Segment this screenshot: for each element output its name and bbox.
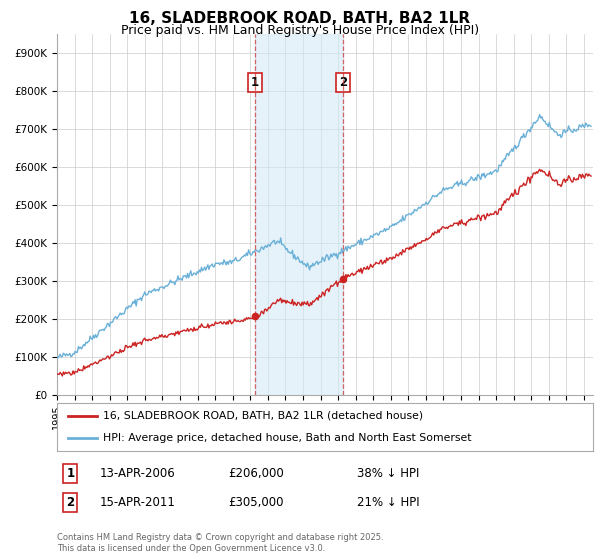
Text: 1: 1 [251,76,259,89]
Text: Contains HM Land Registry data © Crown copyright and database right 2025.
This d: Contains HM Land Registry data © Crown c… [57,533,383,553]
Text: 38% ↓ HPI: 38% ↓ HPI [357,466,419,480]
Text: 16, SLADEBROOK ROAD, BATH, BA2 1LR: 16, SLADEBROOK ROAD, BATH, BA2 1LR [130,11,470,26]
Text: HPI: Average price, detached house, Bath and North East Somerset: HPI: Average price, detached house, Bath… [103,433,471,444]
Text: 2: 2 [67,496,74,509]
Bar [255,34,343,395]
Text: £305,000: £305,000 [229,496,284,509]
Text: 21% ↓ HPI: 21% ↓ HPI [357,496,419,509]
Text: 1: 1 [67,466,74,480]
Text: £206,000: £206,000 [229,466,284,480]
Text: 16, SLADEBROOK ROAD, BATH, BA2 1LR (detached house): 16, SLADEBROOK ROAD, BATH, BA2 1LR (deta… [103,410,422,421]
Text: 13-APR-2006: 13-APR-2006 [100,466,176,480]
Text: Price paid vs. HM Land Registry's House Price Index (HPI): Price paid vs. HM Land Registry's House … [121,24,479,37]
Text: 2: 2 [339,76,347,89]
Text: 15-APR-2011: 15-APR-2011 [100,496,176,509]
